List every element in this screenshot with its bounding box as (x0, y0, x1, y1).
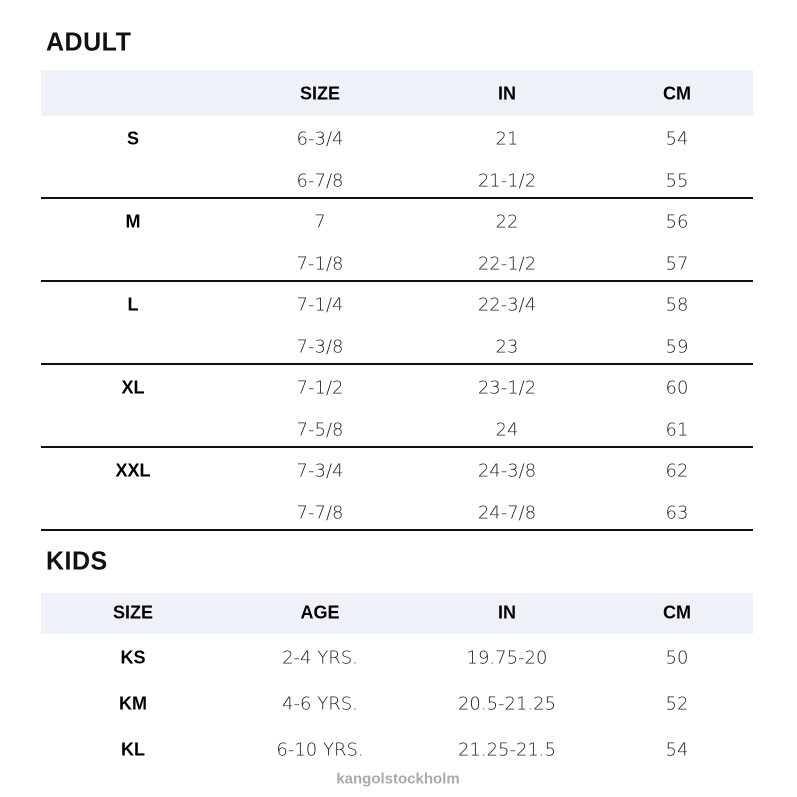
adult-cell: 60 (665, 377, 689, 399)
adult-cell: 22 (495, 211, 519, 233)
kids-size-label: KS (120, 647, 146, 668)
group-divider (41, 280, 753, 282)
adult-cell: 63 (665, 502, 689, 524)
adult-cell: 58 (665, 294, 689, 316)
kids-cell: 2-4 YRS. (282, 647, 358, 669)
kids-header-in: IN (498, 602, 516, 623)
kids-cell: 6-10 YRS. (276, 739, 364, 761)
kids-cell: 19.75-20 (466, 647, 548, 669)
adult-cell: 21-1/2 (477, 170, 537, 192)
group-divider (41, 197, 753, 199)
adult-cell: 22-3/4 (477, 294, 537, 316)
kids-cell: 52 (665, 693, 689, 715)
adult-size-label: S (126, 128, 140, 149)
adult-size-label: L (127, 294, 139, 315)
adult-cell: 7-1/4 (296, 294, 344, 316)
adult-cell: 62 (665, 460, 689, 482)
adult-cell: 7-3/4 (296, 460, 344, 482)
adult-header-band (41, 70, 753, 116)
adult-header-size: SIZE (299, 83, 341, 104)
adult-cell: 57 (665, 253, 689, 275)
kids-cell: 54 (665, 739, 689, 761)
adult-cell: 24 (495, 419, 519, 441)
kids-cell: 20.5-21.25 (457, 693, 557, 715)
adult-size-label: XL (121, 377, 145, 398)
adult-cell: 7-1/8 (296, 253, 344, 275)
adult-cell: 7-7/8 (296, 502, 344, 524)
adult-cell: 21 (495, 128, 519, 150)
kids-cell: 50 (665, 647, 689, 669)
adult-cell: 23-1/2 (477, 377, 537, 399)
adult-cell: 7-5/8 (296, 419, 344, 441)
group-divider (41, 529, 753, 531)
group-divider (41, 363, 753, 365)
kids-cell: 4-6 YRS. (282, 693, 358, 715)
adult-cell: 24-3/8 (477, 460, 537, 482)
kids-header-cm: CM (663, 602, 691, 623)
adult-cell: 6-3/4 (296, 128, 344, 150)
watermark: kangolstockholm (336, 770, 460, 788)
adult-cell: 6-7/8 (296, 170, 344, 192)
kids-size-label: KM (119, 693, 147, 714)
kids-header-size: SIZE (112, 602, 154, 623)
kids-cell: 21.25-21.5 (457, 739, 557, 761)
adult-header-in: IN (498, 83, 516, 104)
adult-title: ADULT (46, 27, 132, 57)
adult-cell: 56 (665, 211, 689, 233)
group-divider (41, 446, 753, 448)
adult-cell: 59 (665, 336, 689, 358)
adult-header-cm: CM (663, 83, 691, 104)
adult-cell: 55 (665, 170, 689, 192)
adult-cell: 24-7/8 (477, 502, 537, 524)
adult-cell: 7-1/2 (296, 377, 344, 399)
kids-size-label: KL (121, 739, 145, 760)
adult-cell: 22-1/2 (477, 253, 537, 275)
kids-header-age: AGE (300, 602, 340, 623)
adult-size-label: XXL (115, 460, 151, 481)
adult-cell: 54 (665, 128, 689, 150)
adult-cell: 61 (665, 419, 689, 441)
kids-title: KIDS (46, 546, 108, 576)
adult-cell: 7 (314, 211, 326, 233)
adult-size-label: M (125, 211, 141, 232)
adult-cell: 7-3/8 (296, 336, 344, 358)
kids-header-band (41, 593, 753, 634)
adult-cell: 23 (495, 336, 519, 358)
